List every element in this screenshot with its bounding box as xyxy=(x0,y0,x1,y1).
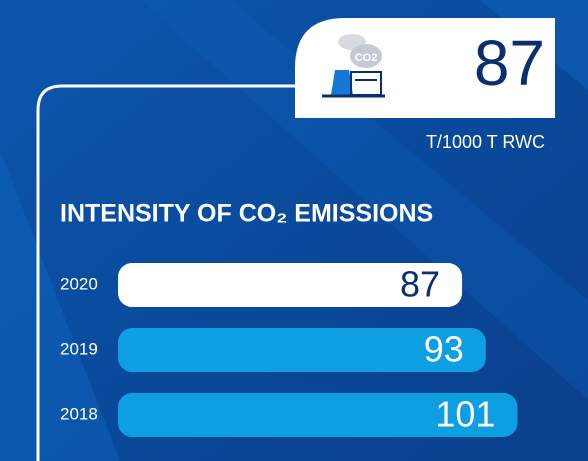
bar xyxy=(118,393,518,437)
bar xyxy=(118,328,486,372)
co2-icon: CO2 xyxy=(322,34,385,98)
svg-text:CO2: CO2 xyxy=(355,52,378,64)
category-label: 2019 xyxy=(60,339,98,358)
category-label: 2018 xyxy=(60,404,98,423)
chart-title: INTENSITY OF CO₂ EMISSIONS xyxy=(60,200,433,228)
value-label: 101 xyxy=(435,394,495,435)
highlight-value: 87 xyxy=(474,27,545,99)
unit-label: T/1000 T RWC xyxy=(426,132,545,152)
value-label: 87 xyxy=(400,264,440,305)
category-label: 2020 xyxy=(60,274,98,293)
bg-shape xyxy=(140,0,588,400)
bg-shape xyxy=(0,150,120,461)
bar xyxy=(118,263,463,307)
frame xyxy=(36,84,300,461)
value-label: 93 xyxy=(424,329,464,370)
